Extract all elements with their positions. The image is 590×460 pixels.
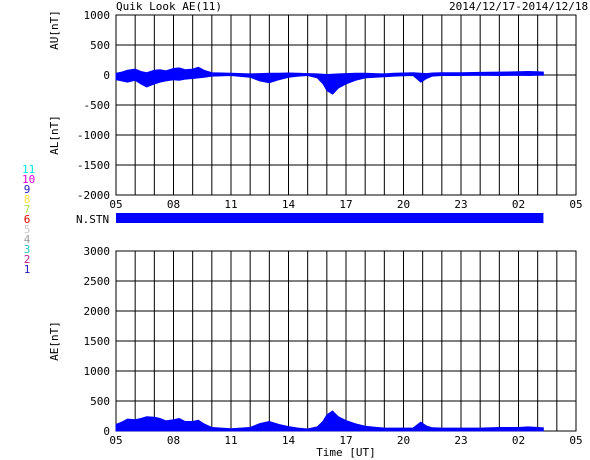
y-tick-label: 2500 <box>84 275 111 288</box>
y-tick-label: -2000 <box>77 189 110 202</box>
x-tick-label: 14 <box>282 198 296 211</box>
x-tick-label: 02 <box>512 434 525 447</box>
station-label-2: 2 <box>23 253 31 266</box>
n-stn-panel: N.STN <box>76 213 544 226</box>
figure-title: Quik Look AE(11) <box>116 0 222 13</box>
x-tick-label: 17 <box>339 198 352 211</box>
station-label-11: 11 <box>22 163 36 176</box>
station-label-5: 5 <box>23 223 31 236</box>
x-tick-label: 11 <box>224 434 237 447</box>
ae-series-area <box>115 410 544 432</box>
station-label-8: 8 <box>23 193 31 206</box>
y-axis-label-al: AL[nT] <box>48 115 61 155</box>
y-tick-label: 1000 <box>84 9 111 22</box>
y-tick-label: 1000 <box>84 365 111 378</box>
station-label-4: 4 <box>23 233 31 246</box>
station-label-1: 1 <box>23 263 31 276</box>
y-tick-label: 2000 <box>84 305 111 318</box>
station-label-7: 7 <box>23 203 31 216</box>
x-tick-label: 08 <box>167 198 180 211</box>
x-tick-label: 02 <box>512 198 525 211</box>
y-tick-label: 500 <box>90 395 110 408</box>
station-label-9: 9 <box>23 183 31 196</box>
y-tick-label: 0 <box>103 69 110 82</box>
x-tick-label: 05 <box>569 198 582 211</box>
x-tick-label: 11 <box>224 198 237 211</box>
y-tick-label: -1000 <box>77 129 110 142</box>
x-tick-label: 20 <box>397 198 410 211</box>
n-stn-label: N.STN <box>76 213 109 226</box>
station-label-10: 10 <box>22 173 36 186</box>
x-tick-label: 14 <box>282 434 296 447</box>
plot-frame <box>115 14 577 196</box>
y-axis-label-ae: AE[nT] <box>48 321 61 361</box>
y-tick-label: 500 <box>90 39 110 52</box>
au-series-area <box>115 66 544 76</box>
station-label-3: 3 <box>23 243 31 256</box>
x-tick-label: 05 <box>109 198 122 211</box>
x-tick-label: 23 <box>454 198 467 211</box>
y-axis-label-au: AU[nT] <box>48 10 61 50</box>
x-axis-label: Time [UT] <box>316 446 376 459</box>
x-tick-label: 20 <box>397 434 410 447</box>
station-label-6: 6 <box>23 213 31 226</box>
y-tick-label: 1500 <box>84 335 111 348</box>
x-tick-label: 17 <box>339 434 352 447</box>
x-tick-label: 05 <box>109 434 122 447</box>
y-tick-label: 3000 <box>84 245 111 258</box>
date-range: 2014/12/17-2014/12/18 <box>449 0 589 13</box>
n-stn-bar <box>116 213 544 223</box>
x-tick-label: 05 <box>569 434 582 447</box>
y-tick-label: 0 <box>103 425 110 438</box>
y-tick-label: -500 <box>84 99 111 112</box>
y-tick-label: -1500 <box>77 159 110 172</box>
x-tick-label: 08 <box>167 434 180 447</box>
x-tick-label: 23 <box>454 434 467 447</box>
al-series-area <box>115 74 544 95</box>
